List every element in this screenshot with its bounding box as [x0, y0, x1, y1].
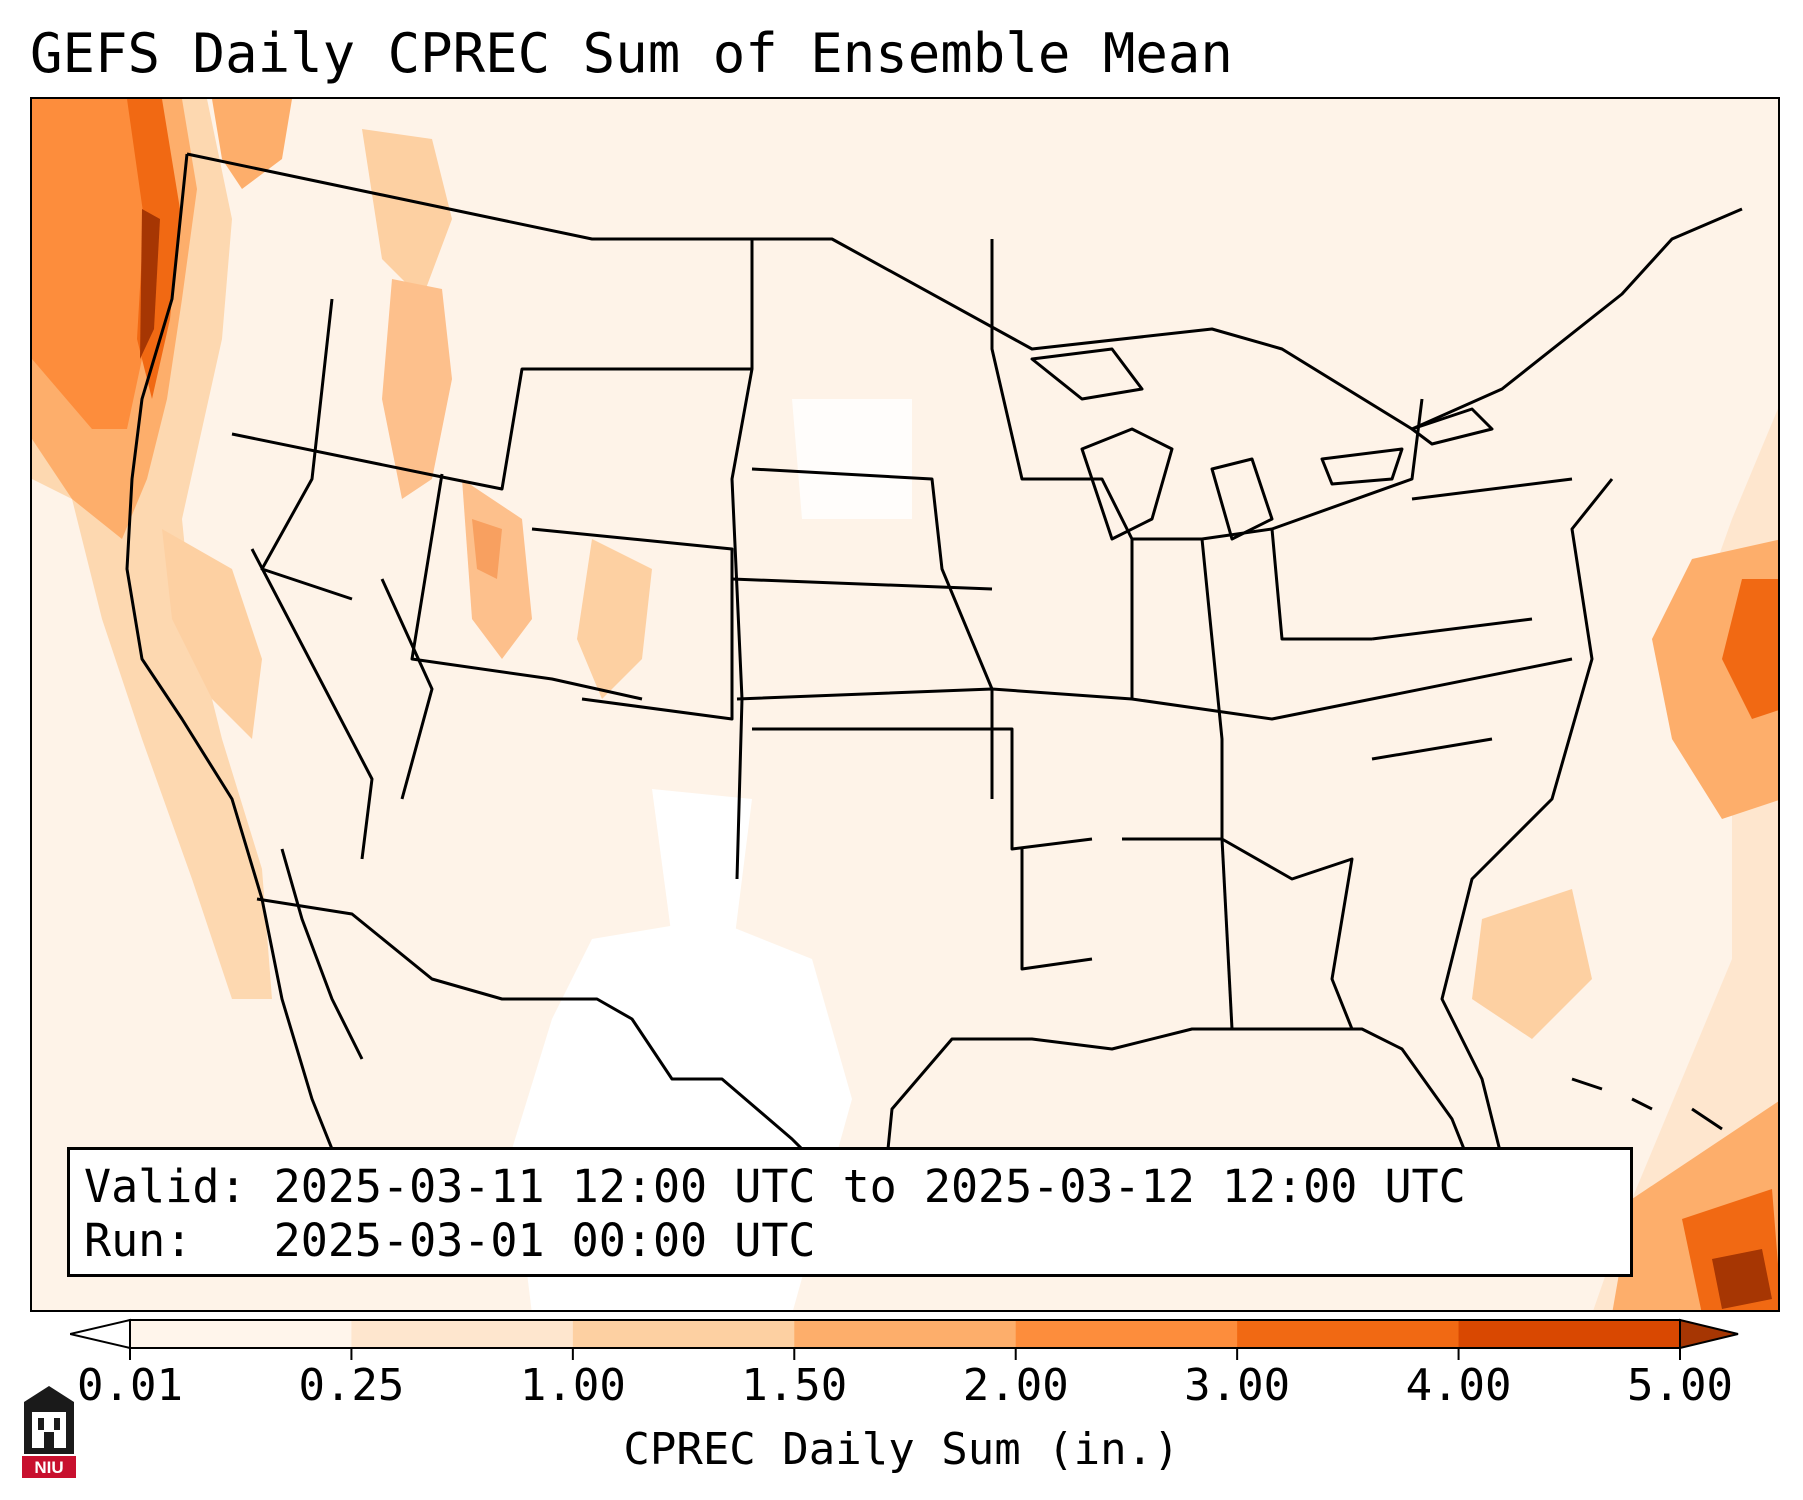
colorbar-tick-label: 3.00 [1184, 1360, 1291, 1411]
map-title: GEFS Daily CPREC Sum of Ensemble Mean [30, 22, 1233, 85]
colorbar-segment [572, 1320, 795, 1348]
colorbar-tick-label: 1.50 [741, 1360, 848, 1411]
colorbar-over-arrow [1679, 1318, 1739, 1350]
precip-map [32, 99, 1778, 1310]
run-label: Run: [84, 1214, 193, 1267]
precip-shading [32, 99, 1778, 1310]
colorbar-segment [794, 1320, 1017, 1348]
colorbar-border [129, 1319, 1681, 1349]
colorbar-segment [130, 1320, 352, 1348]
colorbar [70, 1318, 1739, 1360]
colorbar-under-arrow [70, 1318, 131, 1350]
colorbar-segment [1458, 1320, 1681, 1348]
colorbar-tick-label: 2.00 [962, 1360, 1069, 1411]
colorbar-segment [351, 1320, 574, 1348]
map-frame [30, 97, 1780, 1312]
colorbar-tick-label: 1.00 [519, 1360, 626, 1411]
colorbar-segment [1237, 1320, 1460, 1348]
valid-value: 2025-03-11 12:00 UTC to 2025-03-12 12:00… [273, 1160, 1466, 1213]
logo-text: NIU [34, 1458, 63, 1477]
colorbar-tick-label: 0.25 [298, 1360, 405, 1411]
colorbar-tick-label: 0.01 [77, 1360, 183, 1411]
colorbar-label: CPREC Daily Sum (in.) [623, 1424, 1180, 1475]
colorbar-tick-label: 4.00 [1405, 1360, 1512, 1411]
colorbar-tick-label: 5.00 [1627, 1360, 1733, 1411]
valid-label: Valid: [84, 1160, 247, 1213]
geographic-boundaries [125, 152, 1743, 1221]
niu-seal-icon: NIU [22, 1386, 76, 1478]
info-box: Valid: 2025-03-11 12:00 UTC to 2025-03-1… [67, 1147, 1633, 1277]
run-value: 2025-03-01 00:00 UTC [273, 1214, 816, 1267]
colorbar-segment [1015, 1320, 1238, 1348]
